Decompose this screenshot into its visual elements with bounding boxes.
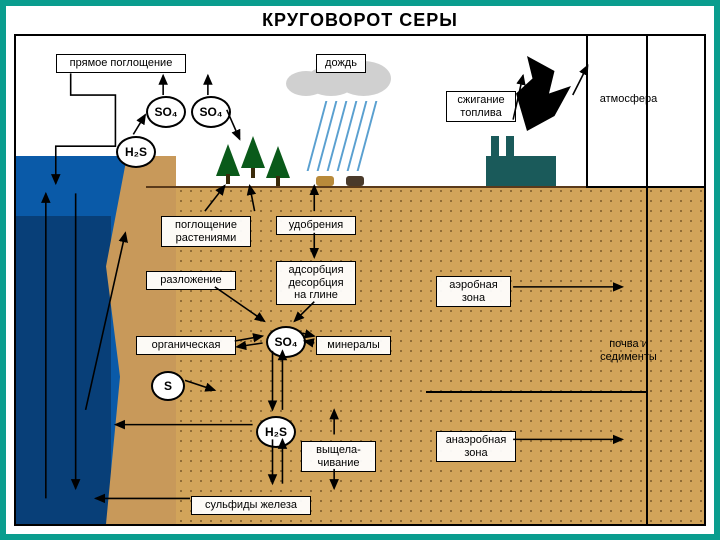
label-organic: органическая [136,336,236,355]
node-h2s: H₂S [256,416,296,448]
cloud-icon [286,71,326,96]
node-s: S [151,371,185,401]
diagram-title: КРУГОВОРОТ СЕРЫ [6,10,714,31]
tree-trunk-icon [226,174,230,184]
label-clay-sorption: адсорбция десорбция на глине [276,261,356,305]
label-leaching: выщела- чивание [301,441,376,472]
label-fertilizers: удобрения [276,216,356,235]
label-iron-sulfides: сульфиды железа [191,496,311,515]
node-so4: SO₄ [146,96,186,128]
chimney-icon [506,136,514,161]
outer-frame: КРУГОВОРОТ СЕРЫ [0,0,720,540]
label-decomposition: разложение [146,271,236,290]
deep-water-region [16,216,111,524]
cow-icon [316,176,334,186]
label-anaerobic-zone: анаэробная зона [436,431,516,462]
canvas: КРУГОВОРОТ СЕРЫ [6,6,714,534]
tree-trunk-icon [276,176,280,186]
tree-trunk-icon [251,168,255,178]
divider [426,391,646,393]
divider [586,186,704,188]
node-h2s: H₂S [116,136,156,168]
tree-icon [241,136,265,168]
tree-icon [216,144,240,176]
diagram-area: SO₄ SO₄ H₂S SO₄ S H₂S прямое поглощение … [14,34,706,526]
divider [586,36,588,186]
node-so4: SO₄ [191,96,231,128]
tree-icon [266,146,290,178]
label-fuel-burning: сжигание топлива [446,91,516,122]
node-so4: SO₄ [266,326,306,358]
label-soil-sediments: почва и седименты [591,336,666,365]
label-aerobic-zone: аэробная зона [436,276,511,307]
label-plant-absorption: поглощение растениями [161,216,251,247]
divider [646,36,648,524]
label-minerals: минералы [316,336,391,355]
label-atmosphere: атмосфера [591,91,666,108]
chimney-icon [491,136,499,161]
cow-icon [346,176,364,186]
label-rain: дождь [316,54,366,73]
label-direct-absorption: прямое поглощение [56,54,186,73]
